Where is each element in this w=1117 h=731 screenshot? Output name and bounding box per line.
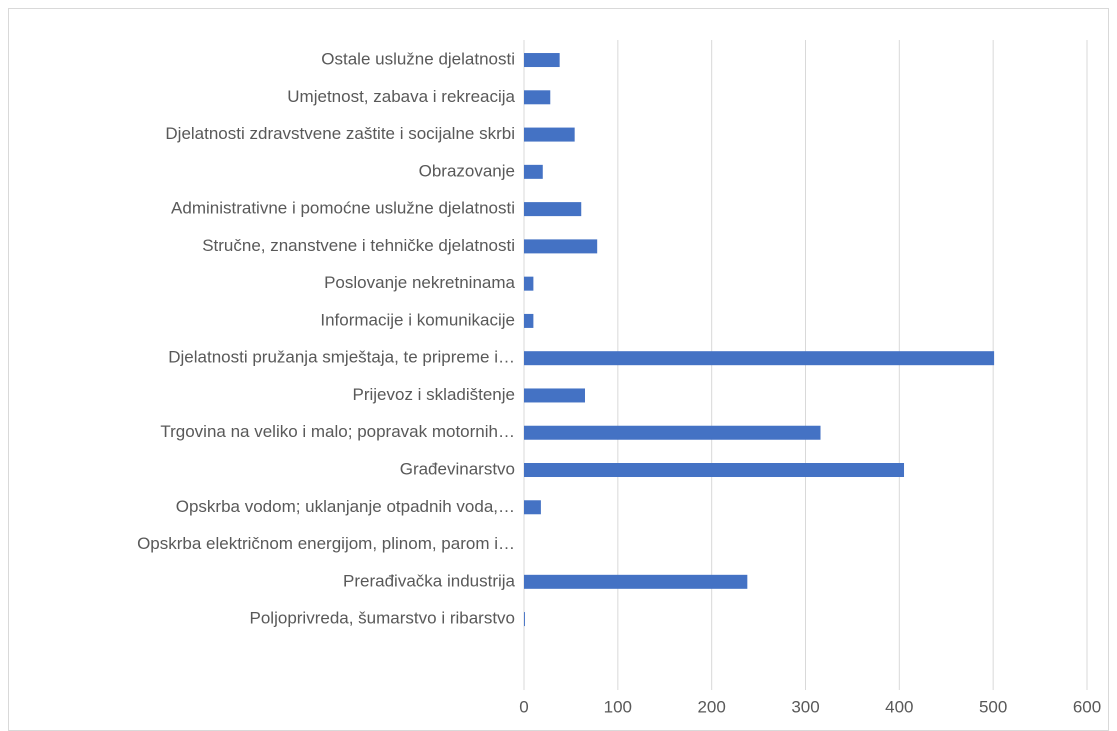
x-tick-label: 0 [519,697,528,716]
bar [524,90,551,105]
y-tick-label: Administrativne i pomoćne uslužne djelat… [171,199,515,218]
y-tick-label: Građevinarstvo [400,459,515,478]
bar [524,425,821,440]
bar [524,388,585,403]
y-tick-label: Opskrba električnom energijom, plinom, p… [137,534,515,553]
bar [524,500,541,515]
y-tick-label: Trgovina na veliko i malo; popravak moto… [160,422,515,441]
bar [524,164,543,179]
y-tick-label: Umjetnost, zabava i rekreacija [287,87,515,106]
y-tick-label: Prijevoz i skladištenje [352,385,515,404]
y-tick-label: Informacije i komunikacije [320,310,515,329]
y-tick-label: Stručne, znanstvene i tehničke djelatnos… [202,236,515,255]
bar [524,202,582,217]
y-tick-label: Poslovanje nekretninama [324,273,515,292]
bar [524,463,905,478]
chart-border [8,8,1109,731]
bar [524,574,748,589]
x-tick-label: 100 [604,697,632,716]
bar [524,313,534,328]
x-tick-label: 300 [791,697,819,716]
x-tick-label: 200 [697,697,725,716]
bar [524,612,525,627]
x-tick-label: 500 [979,697,1007,716]
y-tick-label: Djelatnosti zdravstvene zaštite i socija… [165,124,515,143]
y-tick-label: Opskrba vodom; uklanjanje otpadnih voda,… [176,497,515,516]
y-tick-label: Poljoprivreda, šumarstvo i ribarstvo [250,609,515,628]
bar [524,276,534,291]
x-tick-label: 400 [885,697,913,716]
bar [524,127,575,142]
bar [524,239,598,254]
y-tick-label: Ostale uslužne djelatnosti [321,50,515,69]
y-tick-label: Djelatnosti pružanja smještaja, te pripr… [168,348,515,367]
x-tick-label: 600 [1073,697,1101,716]
bar [524,53,560,68]
y-tick-label: Prerađivačka industrija [343,571,516,590]
bar [524,351,995,366]
y-tick-label: Obrazovanje [419,161,515,180]
